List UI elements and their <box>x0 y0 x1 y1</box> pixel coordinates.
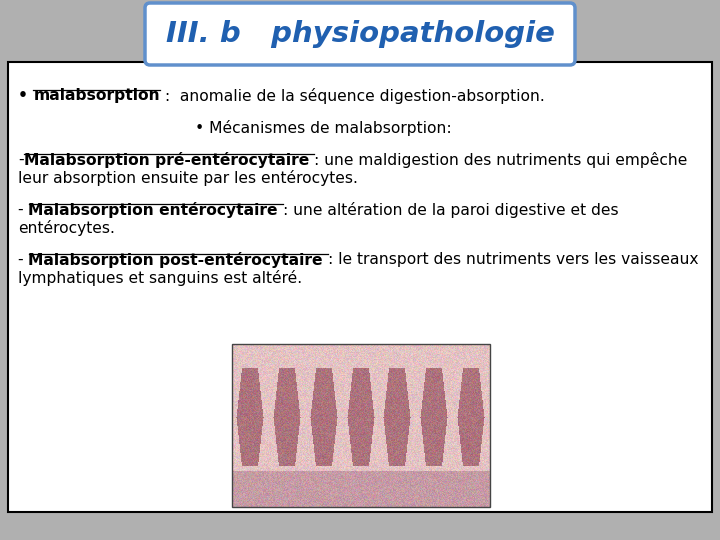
Text: -: - <box>18 202 29 217</box>
Text: : le transport des nutriments vers les vaisseaux: : le transport des nutriments vers les v… <box>328 252 699 267</box>
Text: Malabsorption post-entérocytaire: Malabsorption post-entérocytaire <box>29 252 328 268</box>
Text: lymphatiques et sanguins est altéré.: lymphatiques et sanguins est altéré. <box>18 270 302 286</box>
Text: Malabsorption pré-entérocytaire: Malabsorption pré-entérocytaire <box>24 152 314 168</box>
Text: Malabsorption entérocytaire: Malabsorption entérocytaire <box>29 202 284 218</box>
Text: -: - <box>18 152 24 167</box>
Bar <box>232 344 490 507</box>
FancyBboxPatch shape <box>145 3 575 65</box>
FancyBboxPatch shape <box>8 62 712 512</box>
Text: entérocytes.: entérocytes. <box>18 220 115 236</box>
Text: • Mécanismes de malabsorption:: • Mécanismes de malabsorption: <box>195 120 451 136</box>
Text: III. b   physiopathologie: III. b physiopathologie <box>166 20 554 48</box>
Text: -: - <box>18 252 29 267</box>
Text: leur absorption ensuite par les entérocytes.: leur absorption ensuite par les entérocy… <box>18 170 358 186</box>
Text: : une altération de la paroi digestive et des: : une altération de la paroi digestive e… <box>284 202 619 218</box>
Text: :  anomalie de la séquence digestion-absorption.: : anomalie de la séquence digestion-abso… <box>160 88 545 104</box>
Text: malabsorption: malabsorption <box>33 88 160 103</box>
Text: : une maldigestion des nutriments qui empêche: : une maldigestion des nutriments qui em… <box>314 152 688 168</box>
Text: •: • <box>18 88 33 103</box>
